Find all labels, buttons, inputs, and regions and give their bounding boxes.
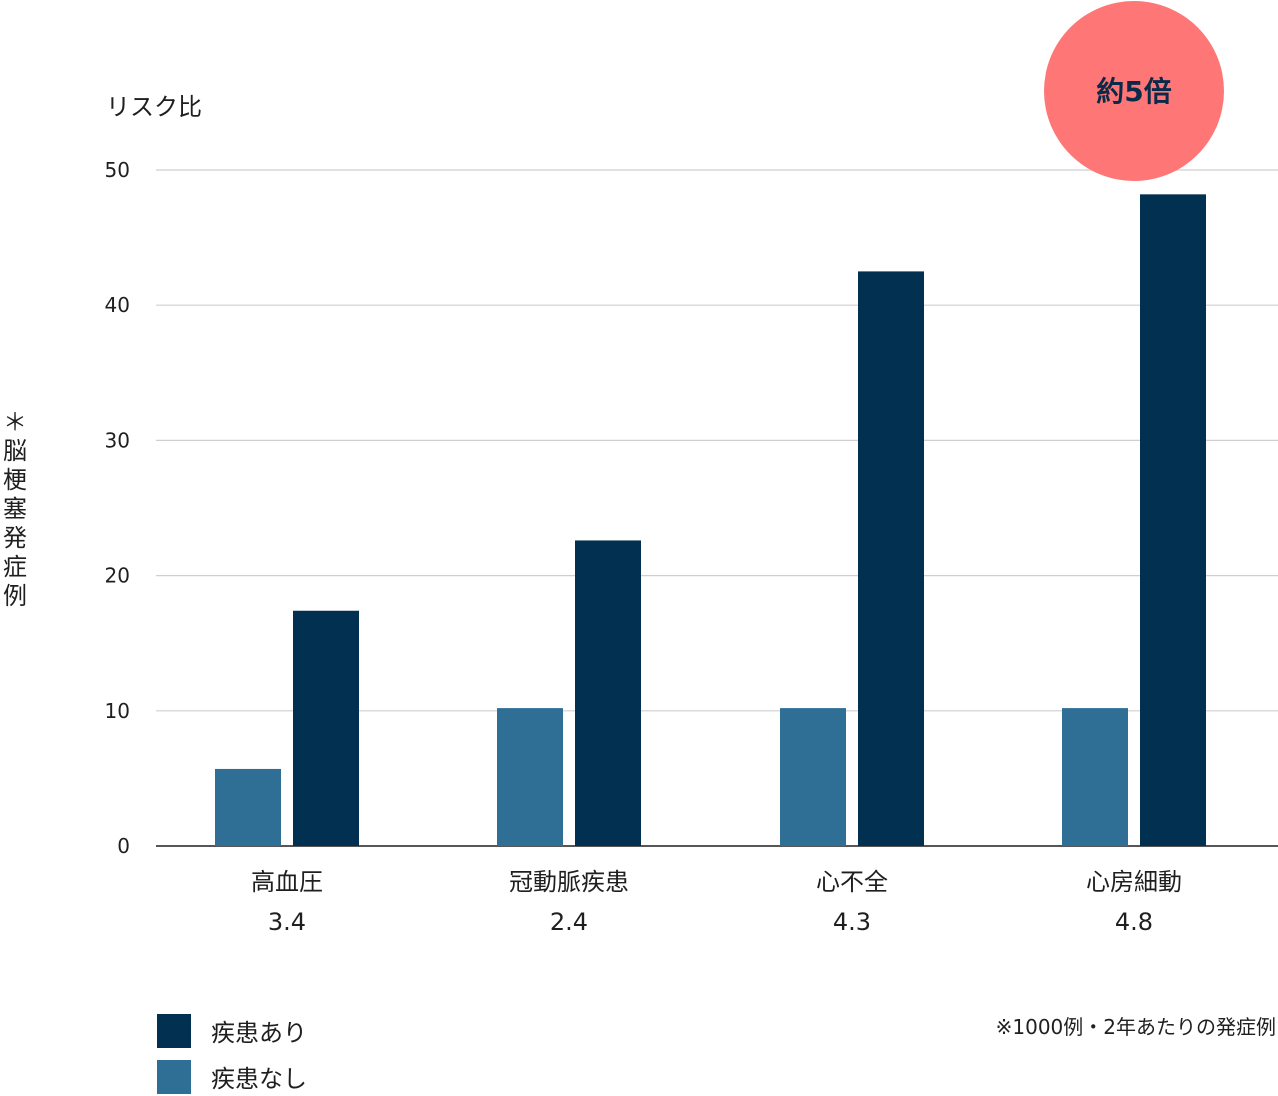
footnote: ※1000例・2年あたりの発症例 — [996, 1015, 1276, 1039]
bar-no-disease — [780, 708, 846, 846]
x-category-label: 高血圧 — [251, 868, 323, 896]
y-tick-label: 40 — [105, 293, 130, 317]
risk-ratio-label: 3.4 — [268, 908, 306, 936]
annotation-text: 約5倍 — [1096, 75, 1171, 108]
side-label-char: 症 — [3, 553, 27, 581]
side-label-char: 例 — [3, 582, 27, 610]
risk-ratio-label: 4.3 — [833, 908, 871, 936]
legend-swatch — [157, 1014, 191, 1048]
bar-with-disease — [575, 540, 641, 846]
x-category-label: 心房細動 — [1086, 868, 1182, 896]
x-category-label: 冠動脈疾患 — [509, 868, 629, 896]
bar-with-disease — [1140, 194, 1206, 846]
legend-label: 疾患あり — [211, 1019, 307, 1047]
annotation-badge — [1044, 1, 1224, 181]
y-tick-label: 10 — [105, 699, 130, 723]
y-tick-label: 50 — [105, 158, 130, 182]
bar-with-disease — [858, 271, 924, 846]
legend-label: 疾患なし — [211, 1065, 307, 1093]
side-label-char: 発 — [3, 524, 27, 552]
side-label-char: ＊ — [3, 408, 27, 436]
side-label-char: 脳 — [3, 437, 27, 465]
bar-no-disease — [1062, 708, 1128, 846]
legend-swatch — [157, 1060, 191, 1094]
side-label-char: 塞 — [3, 495, 27, 523]
y-tick-label: 0 — [117, 834, 130, 858]
y-tick-label: 20 — [105, 564, 130, 588]
bar-with-disease — [293, 610, 359, 846]
risk-ratio-label: 2.4 — [550, 908, 588, 936]
bar-no-disease — [215, 768, 281, 846]
risk-ratio-label: 4.8 — [1115, 908, 1153, 936]
x-category-label: 心不全 — [816, 868, 888, 896]
side-label-char: 梗 — [3, 466, 27, 494]
bar-no-disease — [497, 708, 563, 846]
y-tick-label: 30 — [105, 428, 130, 452]
y-axis-title: リスク比 — [106, 93, 202, 121]
